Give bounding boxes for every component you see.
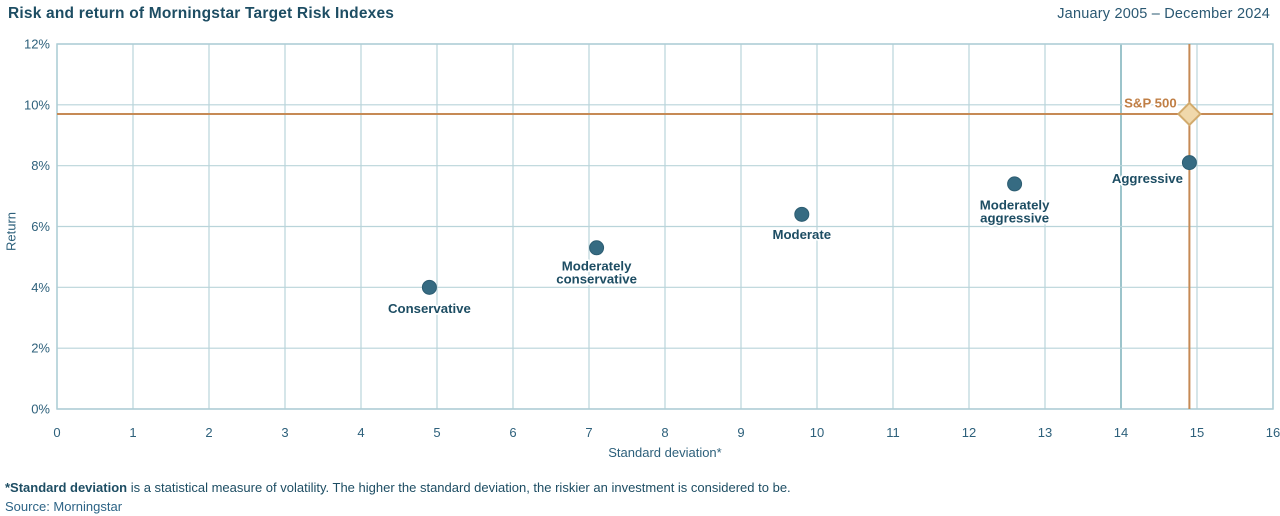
y-tick-label-4%: 4% (31, 280, 50, 295)
point-label-aggressive: Aggressive (1112, 171, 1183, 186)
footnote: *Standard deviation is a statistical mea… (5, 480, 791, 495)
point-label-s-p-500: S&P 500 (1124, 95, 1177, 110)
x-tick-label-3: 3 (281, 425, 288, 440)
point-moderately-aggressive (1007, 176, 1023, 192)
x-tick-label-7: 7 (585, 425, 592, 440)
source-line: Source: Morningstar (5, 499, 123, 514)
plot-border (56, 43, 1274, 410)
x-tick-label-14: 14 (1114, 425, 1128, 440)
x-tick-label-1: 1 (129, 425, 136, 440)
x-axis-title: Standard deviation* (608, 445, 722, 460)
point-conservative (421, 279, 437, 295)
point-label-moderately-conservative: Moderately conservative (556, 258, 637, 286)
point-aggressive (1181, 155, 1197, 171)
x-tick-label-15: 15 (1190, 425, 1204, 440)
y-tick-label-12%: 12% (24, 37, 50, 52)
x-tick-label-6: 6 (509, 425, 516, 440)
y-tick-label-0%: 0% (31, 402, 50, 417)
date-range: January 2005 – December 2024 (1057, 6, 1270, 22)
x-tick-label-8: 8 (661, 425, 668, 440)
point-s-p-500 (1176, 101, 1202, 127)
x-tick-label-9: 9 (737, 425, 744, 440)
x-tick-label-12: 12 (962, 425, 976, 440)
point-label-moderate: Moderate (772, 227, 831, 242)
point-label-moderately-aggressive: Moderately aggressive (980, 197, 1050, 225)
footnote-text: is a statistical measure of volatility. … (127, 480, 791, 495)
y-axis-title: Return (3, 211, 19, 252)
point-moderate (794, 206, 810, 222)
x-tick-label-0: 0 (53, 425, 60, 440)
footnote-term: *Standard deviation (5, 480, 128, 495)
x-tick-label-4: 4 (357, 425, 364, 440)
y-tick-label-6%: 6% (31, 219, 50, 234)
y-tick-label-10%: 10% (24, 97, 50, 112)
x-tick-label-16: 16 (1266, 425, 1280, 440)
x-tick-label-11: 11 (886, 425, 900, 440)
point-label-conservative: Conservative (388, 301, 471, 316)
y-tick-label-8%: 8% (31, 158, 50, 173)
point-moderately-conservative (589, 240, 605, 256)
x-tick-label-2: 2 (205, 425, 212, 440)
x-tick-label-10: 10 (810, 425, 824, 440)
page-title: Risk and return of Morningstar Target Ri… (8, 5, 395, 22)
x-tick-label-13: 13 (1038, 425, 1052, 440)
x-tick-label-5: 5 (433, 425, 440, 440)
y-tick-label-2%: 2% (31, 341, 50, 356)
